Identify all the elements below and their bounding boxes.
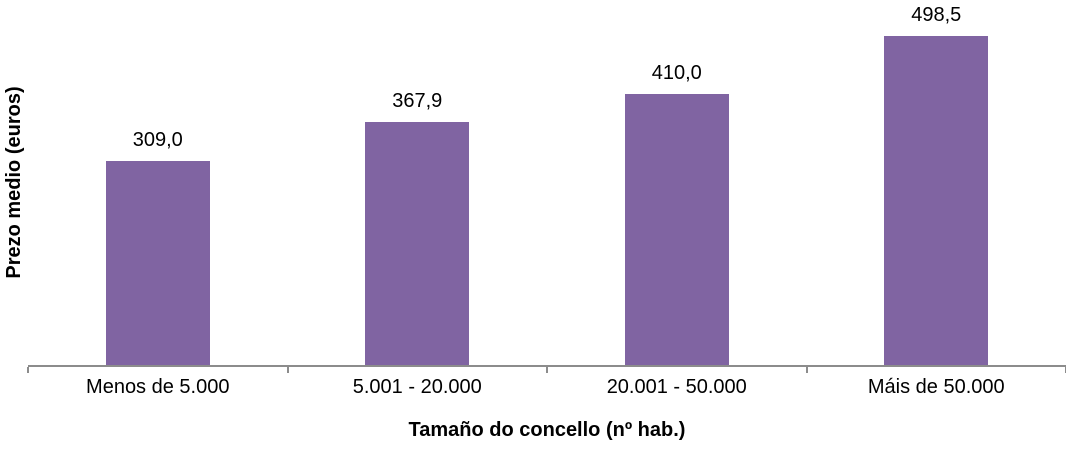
category-label: 20.001 - 50.000 — [606, 376, 747, 398]
bars-container: 309,0 367,9 410,0 498,5 — [28, 0, 1066, 365]
bar-column: 410,0 — [547, 0, 807, 365]
bar — [884, 36, 989, 365]
value-label: 498,5 — [911, 4, 962, 26]
axis-tick — [27, 367, 29, 373]
bar-column: 367,9 — [288, 0, 548, 365]
value-label: 367,9 — [392, 90, 443, 113]
category-labels: Menos de 5.000 5.001 - 20.000 20.001 - 50.… — [28, 376, 1066, 399]
plot-area: 309,0 367,9 410,0 498,5 — [27, 0, 1066, 373]
bar — [105, 161, 210, 365]
bar — [624, 94, 729, 365]
y-axis-title: Prezo medio (euros) — [3, 86, 25, 279]
category-label: 5.001 - 20.000 — [352, 376, 482, 398]
value-label: 309,0 — [132, 129, 183, 152]
axis-tick — [286, 367, 289, 373]
bar-column: 309,0 — [28, 0, 288, 365]
category-label: Menos de 5.000 — [86, 376, 230, 398]
bar-column: 498,5 — [807, 0, 1066, 365]
value-label: 410,0 — [651, 62, 702, 85]
axis-tick — [546, 367, 548, 373]
x-axis-title: Tamaño do concello (nº hab.) — [408, 419, 686, 441]
axis-tick — [805, 367, 808, 373]
category-label: Máis de 50.000 — [867, 376, 1005, 398]
bar — [365, 122, 470, 365]
